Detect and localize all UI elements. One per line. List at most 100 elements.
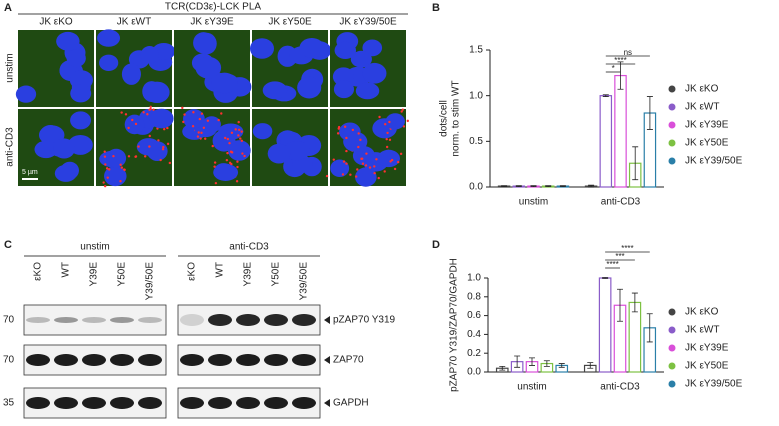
- pla-dot: [357, 132, 360, 135]
- pla-dot: [360, 157, 363, 161]
- pla-dot: [148, 134, 151, 138]
- nucleus: [330, 159, 350, 177]
- band: [208, 314, 232, 326]
- band: [180, 354, 204, 366]
- column-label: JK εY39/50E: [339, 17, 397, 28]
- y-tick-label: 1.0: [467, 273, 481, 284]
- legend-label: JK εY39E: [685, 120, 729, 131]
- lane-label: Y39/50E: [145, 262, 156, 301]
- nucleus: [297, 76, 322, 99]
- pla-dot: [211, 144, 214, 148]
- legend-marker: [668, 121, 676, 129]
- band: [110, 354, 134, 366]
- error-bar: [602, 94, 609, 97]
- panel-letter: A: [4, 2, 12, 14]
- lane-label: εKO: [33, 262, 44, 281]
- error-bar: [530, 185, 537, 187]
- lane-label: Y39E: [243, 262, 254, 287]
- row-label: anti-CD3: [5, 127, 16, 167]
- panel-letter: B: [432, 2, 440, 14]
- pla-dot: [148, 145, 151, 148]
- nucleus: [144, 81, 170, 104]
- significance-label: ****: [614, 56, 626, 65]
- pla-dot: [119, 163, 122, 166]
- nucleus: [299, 37, 325, 58]
- y-axis-label: norm. to stim WT: [451, 80, 462, 156]
- legend-marker: [668, 157, 676, 165]
- pla-dot: [385, 145, 389, 149]
- pla-dot: [134, 155, 138, 158]
- pla-dot: [112, 154, 115, 158]
- panel-letter: D: [432, 239, 440, 251]
- error-bar: [515, 185, 522, 187]
- column-label: JK εY39E: [190, 17, 234, 28]
- pla-dot: [143, 155, 147, 158]
- band: [82, 397, 106, 409]
- nucleus: [213, 163, 239, 181]
- error-bar: [631, 292, 638, 313]
- pla-dot: [349, 173, 352, 176]
- pla-dot: [166, 126, 169, 130]
- band: [110, 397, 134, 409]
- error-bar: [499, 365, 506, 371]
- nucleus: [66, 49, 86, 68]
- band-arrow: [324, 399, 330, 407]
- lane-label: εKO: [187, 262, 198, 281]
- nucleus: [355, 167, 377, 187]
- pla-dot: [388, 120, 391, 124]
- pla-dot: [161, 148, 165, 151]
- pla-dot: [342, 160, 346, 163]
- legend-marker: [668, 362, 676, 370]
- error-bar: [587, 362, 594, 369]
- pla-dot: [214, 181, 218, 185]
- pla-dot: [127, 155, 131, 158]
- band: [292, 354, 316, 366]
- nucleus: [70, 84, 92, 103]
- nucleus: [56, 31, 80, 51]
- pla-dot: [120, 166, 124, 169]
- nucleus: [202, 116, 221, 133]
- scale-bar-label: 5 µm: [22, 169, 38, 176]
- pla-dot: [146, 113, 149, 116]
- pla-dot: [393, 167, 397, 171]
- legend-label: JK εY39/50E: [685, 156, 743, 167]
- pla-dot: [142, 111, 145, 114]
- nucleus: [146, 141, 168, 161]
- pla-dot: [182, 120, 185, 124]
- pla-dot: [384, 123, 387, 126]
- nucleus: [69, 70, 93, 90]
- bar: [599, 95, 613, 188]
- mw-marker: 70: [3, 355, 15, 366]
- pla-dot: [134, 122, 138, 126]
- y-tick-label: 0.8: [467, 291, 481, 302]
- pla-dot: [373, 165, 376, 168]
- legend-marker: [668, 326, 676, 334]
- nucleus: [39, 125, 61, 144]
- nucleus: [99, 54, 119, 72]
- pla-dot: [401, 108, 404, 111]
- pla-dot: [237, 134, 240, 137]
- pla-dot: [341, 173, 345, 176]
- error-bar: [646, 313, 653, 343]
- nucleus: [211, 72, 238, 94]
- pla-dot: [364, 164, 368, 167]
- pla-dot: [124, 113, 128, 116]
- band-arrow: [324, 316, 330, 324]
- pla-dot: [385, 137, 388, 141]
- nucleus: [34, 140, 58, 159]
- band: [236, 354, 260, 366]
- band: [292, 314, 316, 326]
- nucleus: [332, 67, 355, 87]
- bar: [598, 277, 612, 373]
- pla-dot: [230, 131, 234, 134]
- lane-label: Y50E: [271, 262, 282, 287]
- pla-dot: [336, 132, 340, 135]
- mw-marker: 70: [3, 315, 15, 326]
- pla-dot: [399, 152, 403, 156]
- nucleus: [193, 32, 214, 54]
- band: [236, 314, 260, 326]
- error-bar: [501, 185, 508, 187]
- nucleus: [262, 81, 288, 100]
- nucleus: [70, 111, 92, 130]
- pla-dot: [386, 131, 389, 135]
